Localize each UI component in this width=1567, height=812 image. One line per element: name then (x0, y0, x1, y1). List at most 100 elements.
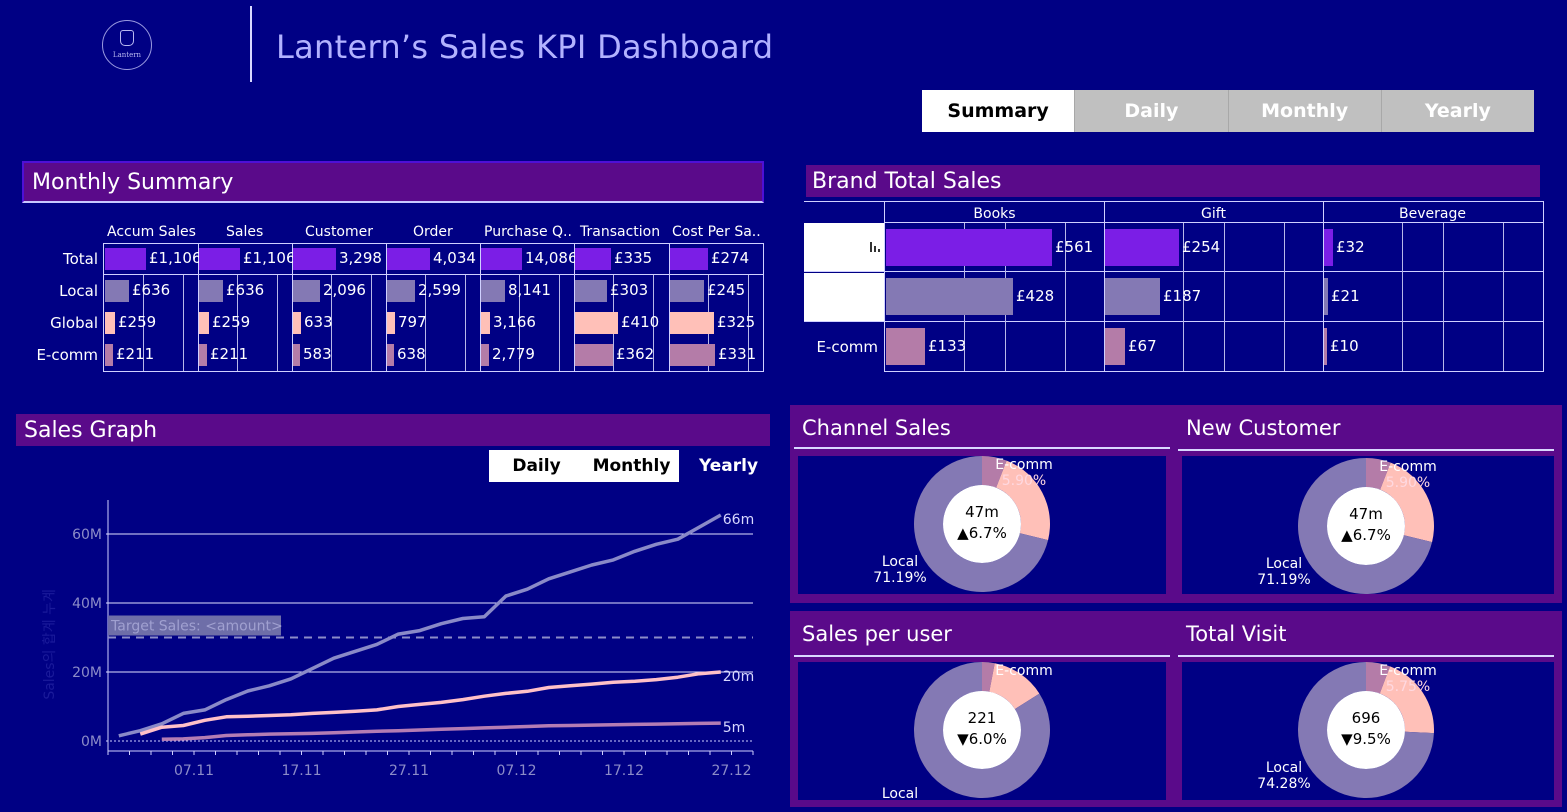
x-tick-label: 27.12 (711, 763, 751, 779)
donut-slice (989, 663, 1040, 710)
donut-center-value: 47m (965, 503, 999, 521)
tab-yearly[interactable]: Yearly (1380, 90, 1534, 132)
gridline (748, 275, 749, 371)
gridline (1224, 223, 1225, 371)
column-divider (198, 243, 199, 372)
summary-bar (105, 344, 113, 366)
gridline (237, 275, 238, 371)
gridline (1503, 223, 1504, 371)
sales-line-chart: 0M 20M 40M 60M 07.11 17.11 27.11 07.12 17.12 27.1… (42, 500, 754, 779)
summary-bar (575, 344, 613, 366)
tab-daily[interactable]: Daily (1074, 90, 1228, 132)
summary-bar (670, 344, 715, 366)
donut-title: Channel Sales (802, 416, 951, 440)
series-line (161, 721, 721, 742)
brand-value: £67 (1128, 337, 1157, 355)
target-label-box (108, 615, 281, 636)
row-label: E-comm (816, 338, 878, 356)
tab-monthly[interactable]: Monthly (1227, 90, 1381, 132)
y-axis-label: Sales의 합계 누계 (42, 589, 58, 700)
local-label: Local 74.28% (1244, 760, 1324, 792)
brand-bar (886, 328, 925, 365)
brand-bar (1324, 229, 1333, 266)
summary-bar (387, 312, 395, 334)
summary-value: £211 (116, 345, 155, 363)
y-tick-label: 60M (72, 527, 102, 543)
ecomm-label: E-comm 5.75% (1368, 663, 1448, 695)
summary-bar (199, 280, 223, 302)
brand-head-divider (884, 222, 1544, 223)
donut-hole (1327, 487, 1405, 565)
gridline (183, 275, 184, 371)
column-header: Accum Sales (107, 224, 196, 240)
summary-bar (481, 344, 489, 366)
y-tick-label: 20M (72, 665, 102, 681)
row-label: Global (50, 314, 98, 332)
summary-bar (575, 280, 607, 302)
series-end-label: 5m (723, 720, 746, 736)
summary-value: £1,106 (149, 249, 202, 267)
summary-value: £245 (707, 281, 746, 299)
row-label: Local (59, 282, 98, 300)
x-tick-label: 07.11 (174, 763, 214, 779)
ecomm-label: E-comm 5.90% (1368, 459, 1448, 491)
donut-chart (1298, 458, 1434, 594)
summary-bar (293, 344, 300, 366)
graph-tab-monthly[interactable]: Monthly (592, 456, 671, 476)
donut-center: 221 ▼6.0% (942, 708, 1022, 750)
column-divider (480, 243, 481, 372)
summary-value: £325 (717, 313, 756, 331)
y-tick-label: 40M (72, 596, 102, 612)
brand-row-divider (804, 271, 1544, 272)
donut-center-change: ▼9.5% (1341, 730, 1391, 748)
local-label: Local 71.19% (1244, 556, 1324, 588)
donut-center: 696 ▼9.5% (1326, 708, 1406, 750)
graph-tab-yearly[interactable]: Yearly (699, 456, 759, 476)
ecomm-label-name: E-comm (1379, 663, 1437, 679)
donut-slice (996, 460, 1050, 541)
gridline (653, 275, 654, 371)
monthly-summary-title: Monthly Summary (22, 161, 764, 203)
donut-title: New Customer (1186, 416, 1341, 440)
graph-period-tabs: Daily Monthly (489, 450, 679, 482)
summary-value: £274 (711, 249, 750, 267)
page-title: Lantern’s Sales KPI Dashboard (276, 28, 774, 66)
donut-hole (943, 485, 1021, 563)
row-label-cell (804, 273, 884, 321)
local-label: Local 71.19% (860, 554, 940, 586)
brand-bar (1105, 328, 1125, 365)
brand-grid (884, 201, 1544, 372)
donut-slice (1380, 462, 1434, 543)
brand-header: Books (973, 206, 1016, 222)
row-label: Total (62, 250, 98, 268)
summary-bar (387, 248, 430, 270)
brand-column-divider (1104, 201, 1105, 372)
local-label-name: Local (881, 554, 919, 570)
nav-tabs: Summary Daily Monthly Yearly (922, 90, 1534, 132)
summary-bar (199, 344, 207, 366)
donut-center-value: 47m (1349, 505, 1383, 523)
header-divider (250, 6, 252, 82)
brand-value: £10 (1330, 337, 1359, 355)
gridline (1183, 223, 1184, 371)
graph-tab-daily[interactable]: Daily (512, 456, 561, 476)
gridline (277, 275, 278, 371)
ecomm-label-pct: 5.90% (1385, 475, 1431, 491)
summary-bar (481, 280, 505, 302)
donut-slice (914, 456, 1049, 592)
tab-summary[interactable]: Summary (922, 90, 1075, 132)
ecomm-label-name: E-comm (995, 457, 1053, 473)
local-label-name: Local (1265, 760, 1303, 776)
local-label-name: Local (1265, 556, 1303, 572)
series-line (139, 670, 721, 736)
donut-center-change: ▲6.7% (1341, 526, 1391, 544)
summary-value: £335 (614, 249, 653, 267)
brand-bar (886, 278, 1013, 315)
summary-bar (105, 312, 115, 334)
brand-value: £133 (928, 337, 967, 355)
brand-value: £561 (1055, 238, 1094, 256)
summary-value: £410 (621, 313, 660, 331)
donut-center-value: 696 (1351, 709, 1381, 727)
summary-bar (575, 248, 611, 270)
donut-hole (1327, 691, 1405, 769)
